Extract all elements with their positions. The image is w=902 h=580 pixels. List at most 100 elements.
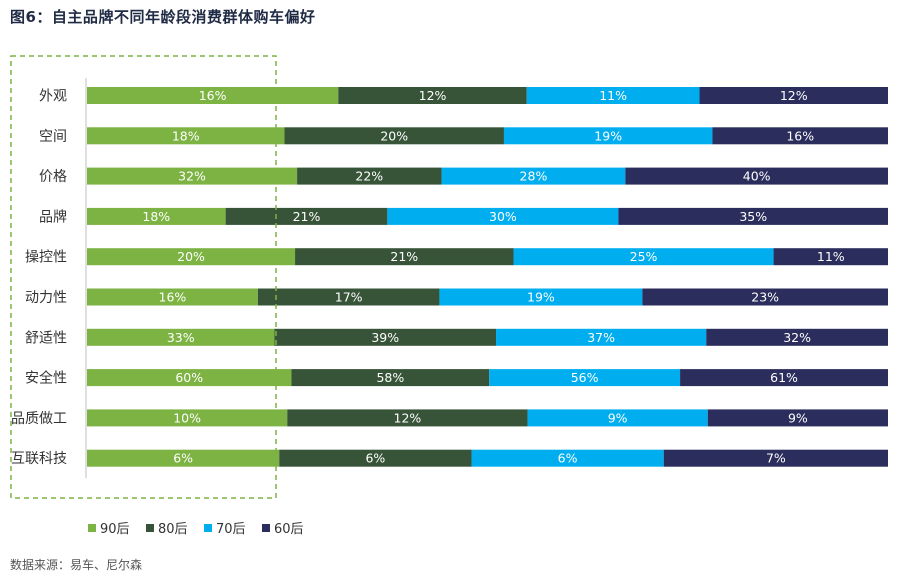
category-label: 空间 xyxy=(39,129,67,145)
bar-segment xyxy=(279,449,472,467)
data-label: 25% xyxy=(630,249,658,264)
bar-segment xyxy=(712,127,888,145)
bar-segment xyxy=(287,409,528,427)
bar-segment xyxy=(87,127,285,145)
data-label: 60% xyxy=(175,370,203,385)
bar-segment xyxy=(503,127,713,145)
bar-segment xyxy=(439,288,643,306)
legend-label: 80后 xyxy=(158,522,188,537)
data-label: 35% xyxy=(739,209,767,224)
legend-swatch xyxy=(146,524,154,532)
data-label: 16% xyxy=(159,290,187,305)
data-label: 21% xyxy=(390,249,418,264)
bar-segment xyxy=(257,288,440,306)
data-label: 30% xyxy=(489,209,517,224)
category-label: 互联科技 xyxy=(11,451,67,467)
data-label: 12% xyxy=(780,88,808,103)
bar-segment xyxy=(527,409,708,427)
legend-swatch xyxy=(262,524,270,532)
bar-segment xyxy=(87,328,275,346)
bar-segment xyxy=(699,87,888,104)
data-label: 9% xyxy=(788,410,808,425)
bars-layer: 16% 12% 11% 12% 18% 20% 19% 16% 32% 22% 28% 40% 18% 2… xyxy=(87,87,888,467)
bar-segment xyxy=(707,409,888,427)
data-label: 11% xyxy=(817,249,845,264)
bar-segment xyxy=(87,449,280,467)
bar-segment xyxy=(496,328,707,346)
bar-segment xyxy=(87,248,296,266)
category-label: 动力性 xyxy=(25,290,67,306)
bar-segment xyxy=(87,288,258,306)
bar-segment xyxy=(387,207,619,225)
data-label: 39% xyxy=(371,330,399,345)
category-label: 外观 xyxy=(39,89,67,105)
legend: 90后 80后 70后 60后 xyxy=(88,522,304,537)
chart-title: 图6：自主品牌不同年龄段消费群体购车偏好 xyxy=(10,8,316,26)
data-label: 19% xyxy=(527,290,555,305)
bar-segment xyxy=(274,328,497,346)
bar-segment xyxy=(297,167,442,185)
legend-swatch xyxy=(88,524,96,532)
category-label: 安全性 xyxy=(25,370,67,387)
data-label: 28% xyxy=(520,169,548,184)
data-label: 18% xyxy=(142,209,170,224)
data-label: 12% xyxy=(394,410,422,425)
data-label: 18% xyxy=(172,128,200,143)
data-label: 6% xyxy=(558,451,578,466)
data-label: 20% xyxy=(177,249,205,264)
bar-segment xyxy=(773,248,888,266)
category-label: 价格 xyxy=(39,169,67,185)
data-label: 17% xyxy=(335,290,363,305)
bar-segment xyxy=(471,449,664,467)
data-label: 20% xyxy=(380,128,408,143)
data-label: 33% xyxy=(167,330,195,345)
bar-segment xyxy=(284,127,504,145)
bar-segment xyxy=(642,288,888,306)
bar-segment xyxy=(489,369,681,387)
legend-label: 60后 xyxy=(274,522,304,537)
data-label: 56% xyxy=(571,370,599,385)
data-label: 32% xyxy=(783,330,811,345)
bar-segment xyxy=(663,449,888,467)
data-label: 61% xyxy=(770,370,798,385)
data-label: 22% xyxy=(355,169,383,184)
data-label: 58% xyxy=(376,370,404,385)
category-label: 品质做工 xyxy=(11,411,67,427)
bar-segment xyxy=(338,87,527,104)
data-label: 11% xyxy=(599,88,627,103)
data-label: 10% xyxy=(173,410,201,425)
bar-segment xyxy=(618,207,888,225)
source-note: 数据来源：易车、尼尔森 xyxy=(10,558,143,572)
legend-swatch xyxy=(204,524,212,532)
data-label: 16% xyxy=(199,88,227,103)
bar-segment xyxy=(87,369,292,387)
category-label: 操控性 xyxy=(25,250,67,266)
bar-segment xyxy=(441,167,626,185)
data-label: 37% xyxy=(587,330,615,345)
bar-segment xyxy=(513,248,774,266)
data-label: 12% xyxy=(419,88,447,103)
bar-segment xyxy=(295,248,514,266)
category-label: 品牌 xyxy=(39,208,67,225)
data-label: 7% xyxy=(766,451,786,466)
category-label: 舒适性 xyxy=(25,330,67,346)
legend-label: 70后 xyxy=(216,522,246,537)
bar-segment xyxy=(225,207,388,225)
highlight-90s-box xyxy=(10,55,277,499)
data-label: 32% xyxy=(178,169,206,184)
bar-segment xyxy=(87,207,226,225)
data-label: 19% xyxy=(594,128,622,143)
bar-segment xyxy=(87,167,298,185)
data-label: 16% xyxy=(786,128,814,143)
legend-label: 90后 xyxy=(100,522,130,537)
data-label: 40% xyxy=(743,169,771,184)
data-label: 6% xyxy=(173,451,193,466)
bar-segment xyxy=(87,409,288,427)
bar-segment xyxy=(291,369,490,387)
bar-segment xyxy=(625,167,888,185)
data-label: 9% xyxy=(608,410,628,425)
data-label: 21% xyxy=(293,209,321,224)
data-label: 23% xyxy=(751,290,779,305)
